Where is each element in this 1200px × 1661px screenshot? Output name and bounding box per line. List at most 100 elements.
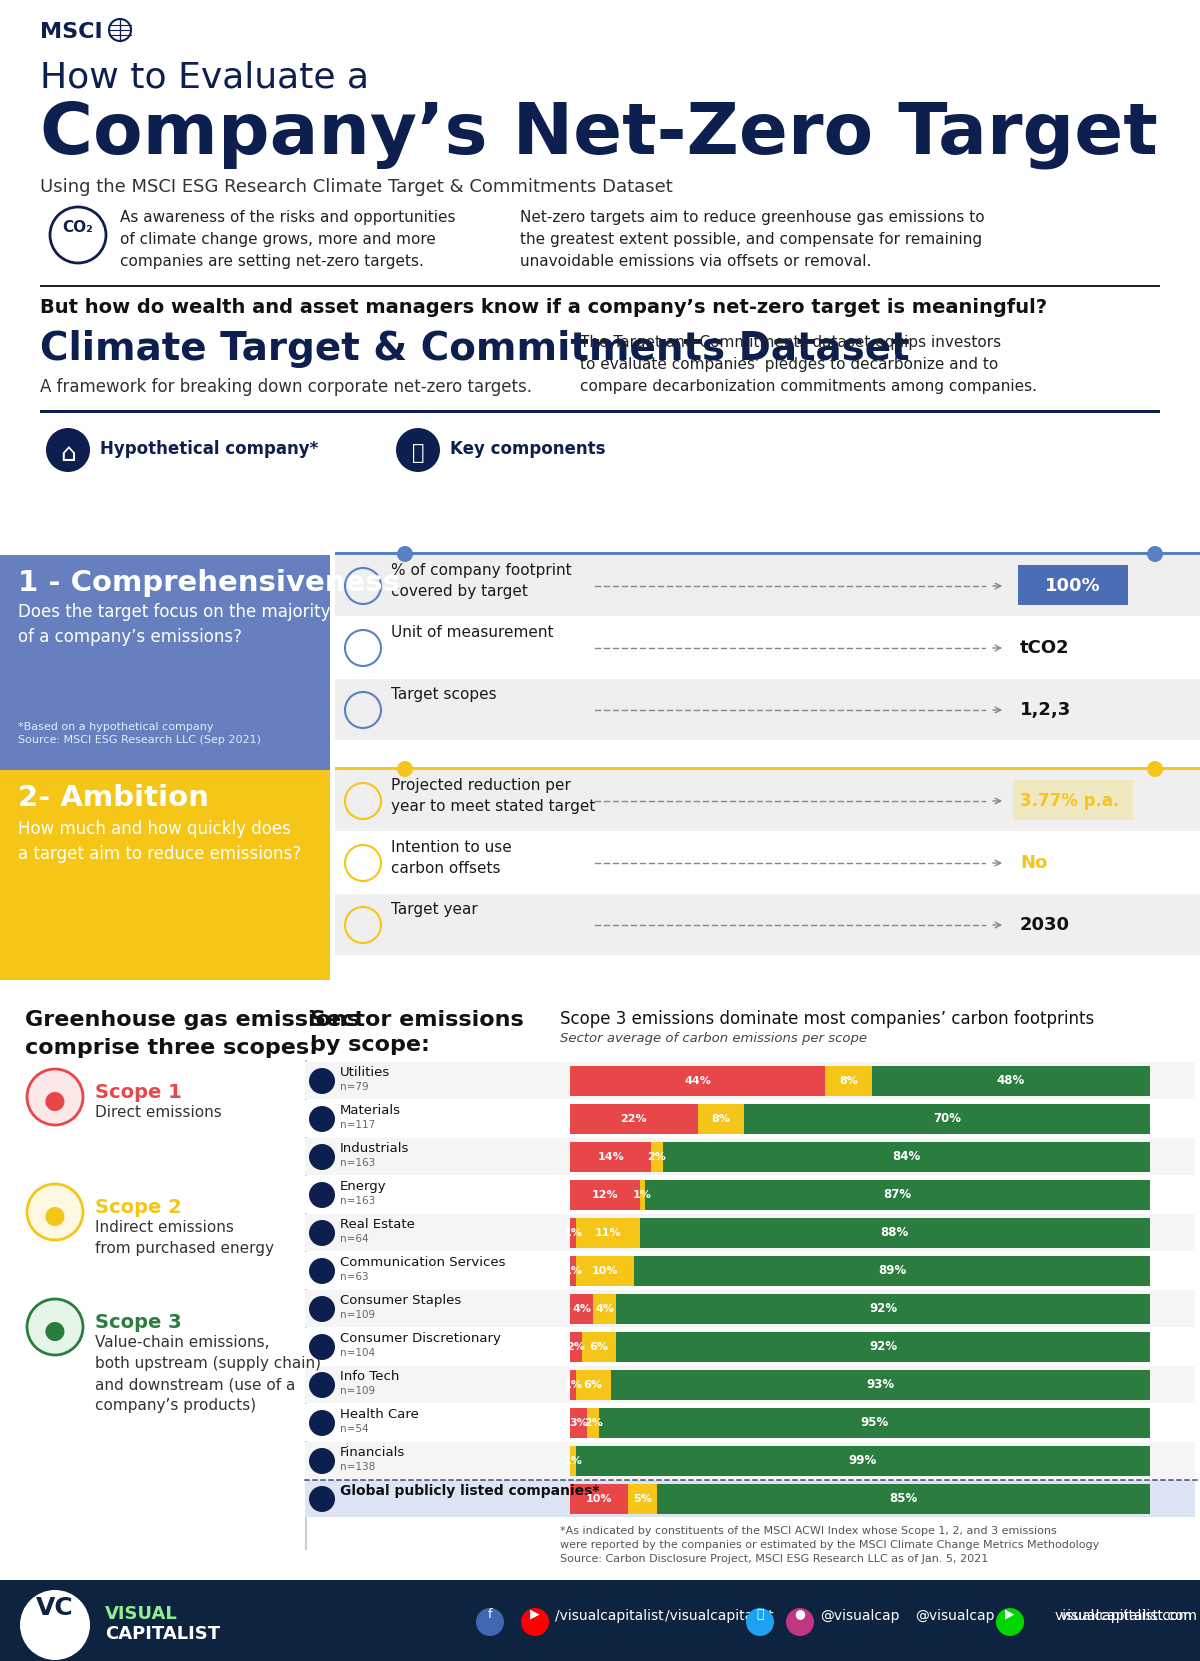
Text: ●: ●	[44, 1204, 66, 1227]
Text: 11%: 11%	[594, 1227, 622, 1237]
Text: But how do wealth and asset managers know if a company’s net-zero target is mean: But how do wealth and asset managers kno…	[40, 297, 1048, 317]
Text: 22%: 22%	[620, 1115, 647, 1124]
Bar	[570, 1218, 576, 1247]
Circle shape	[476, 1608, 504, 1636]
Bar	[570, 1256, 576, 1286]
Circle shape	[310, 1257, 335, 1284]
Text: 1%: 1%	[564, 1227, 582, 1237]
Text: Industrials: Industrials	[340, 1143, 409, 1154]
Bar	[570, 1179, 640, 1209]
Text: Indirect emissions
from purchased energy: Indirect emissions from purchased energy	[95, 1219, 274, 1256]
Text: visualcapitalist.com: visualcapitalist.com	[1060, 1610, 1198, 1623]
Text: 10%: 10%	[592, 1266, 618, 1276]
Text: Does the target focus on the majority
of a company’s emissions?: Does the target focus on the majority of…	[18, 603, 330, 646]
Text: Key components: Key components	[450, 440, 606, 458]
Text: Company’s Net-Zero Target: Company’s Net-Zero Target	[40, 100, 1158, 169]
Text: 🔑: 🔑	[412, 443, 425, 463]
Text: /visualcapitalist: /visualcapitalist	[665, 1610, 774, 1623]
Text: CO₂: CO₂	[62, 221, 94, 236]
Bar	[305, 1329, 1195, 1365]
Text: Info Tech: Info Tech	[340, 1370, 400, 1384]
Bar	[617, 1294, 1150, 1324]
Text: ●: ●	[44, 1319, 66, 1344]
Bar	[826, 1066, 871, 1096]
Text: n=54: n=54	[340, 1423, 368, 1433]
Text: 87%: 87%	[883, 1189, 912, 1201]
Text: 8%: 8%	[712, 1115, 731, 1124]
Text: Utilities: Utilities	[340, 1066, 390, 1080]
Text: No: No	[1020, 854, 1048, 872]
Bar	[582, 1332, 617, 1362]
Bar	[599, 1409, 1150, 1438]
Text: Materials: Materials	[340, 1105, 401, 1116]
Bar	[640, 1179, 646, 1209]
Circle shape	[310, 1334, 335, 1360]
Text: Using the MSCI ESG Research Climate Target & Commitments Dataset: Using the MSCI ESG Research Climate Targ…	[40, 178, 673, 196]
Text: 84%: 84%	[893, 1151, 920, 1163]
Text: *As indicated by constituents of the MSCI ACWI Index whose Scope 1, 2, and 3 emi: *As indicated by constituents of the MSC…	[560, 1526, 1099, 1565]
Text: by scope:: by scope:	[310, 1035, 430, 1055]
Text: Intention to use
carbon offsets: Intention to use carbon offsets	[391, 840, 511, 875]
Circle shape	[786, 1608, 814, 1636]
Text: n=104: n=104	[340, 1349, 376, 1359]
Bar	[305, 1061, 1195, 1100]
Text: f: f	[487, 1608, 492, 1621]
Circle shape	[28, 1299, 83, 1355]
Text: ●: ●	[794, 1608, 805, 1621]
Bar	[0, 771, 330, 980]
Bar	[576, 1370, 611, 1400]
Text: 1%: 1%	[564, 1457, 582, 1467]
Text: Sector average of carbon emissions per scope: Sector average of carbon emissions per s…	[560, 1031, 866, 1045]
Text: *Based on a hypothetical company
Source: MSCI ESG Research LLC (Sep 2021): *Based on a hypothetical company Source:…	[18, 723, 262, 746]
Text: 48%: 48%	[997, 1075, 1025, 1088]
Circle shape	[310, 1183, 335, 1208]
Text: 99%: 99%	[848, 1455, 877, 1468]
Text: ⌂: ⌂	[60, 442, 76, 467]
Circle shape	[1147, 546, 1163, 561]
Bar	[570, 1332, 582, 1362]
Text: 6%: 6%	[589, 1342, 608, 1352]
Text: visualcapitalist.com: visualcapitalist.com	[1055, 1610, 1193, 1623]
Circle shape	[310, 1106, 335, 1133]
Bar	[611, 1370, 1150, 1400]
Text: Real Estate: Real Estate	[340, 1218, 415, 1231]
Text: Scope 1: Scope 1	[95, 1083, 181, 1101]
Circle shape	[310, 1068, 335, 1095]
Bar	[593, 1294, 617, 1324]
Circle shape	[310, 1296, 335, 1322]
Bar	[305, 1060, 307, 1550]
Bar	[871, 1066, 1150, 1096]
Bar	[646, 1179, 1150, 1209]
Bar	[570, 1105, 697, 1134]
Text: 2030: 2030	[1020, 915, 1070, 933]
Text: Scope 2: Scope 2	[95, 1198, 181, 1218]
Text: 5%: 5%	[634, 1493, 652, 1503]
Text: /visualcapitalist: /visualcapitalist	[554, 1610, 664, 1623]
Bar	[0, 0, 1200, 470]
Bar	[40, 286, 1160, 287]
Circle shape	[28, 1184, 83, 1241]
Text: Greenhouse gas emissions
comprise three scopes:: Greenhouse gas emissions comprise three …	[25, 1010, 360, 1058]
Text: ▶: ▶	[530, 1608, 540, 1621]
Circle shape	[310, 1144, 335, 1169]
Text: How to Evaluate a: How to Evaluate a	[40, 60, 370, 95]
Text: CAPITALIST: CAPITALIST	[106, 1624, 220, 1643]
Text: VC: VC	[36, 1596, 74, 1619]
Bar	[570, 1066, 826, 1096]
Text: @visualcap: @visualcap	[916, 1610, 995, 1623]
Bar	[305, 1365, 1195, 1404]
Circle shape	[746, 1608, 774, 1636]
Bar	[305, 1100, 1195, 1138]
Bar	[335, 679, 1200, 741]
Text: 1%: 1%	[564, 1380, 582, 1390]
Text: n=64: n=64	[340, 1234, 368, 1244]
Bar	[744, 1105, 1150, 1134]
Text: As awareness of the risks and opportunities
of climate change grows, more and mo: As awareness of the risks and opportunit…	[120, 209, 456, 269]
Bar	[335, 551, 1200, 555]
Text: A framework for breaking down corporate net-zero targets.: A framework for breaking down corporate …	[40, 379, 532, 395]
Text: Consumer Staples: Consumer Staples	[340, 1294, 461, 1307]
Bar	[640, 1218, 1150, 1247]
Circle shape	[396, 429, 440, 472]
Bar	[576, 1256, 634, 1286]
Bar	[652, 1143, 662, 1173]
